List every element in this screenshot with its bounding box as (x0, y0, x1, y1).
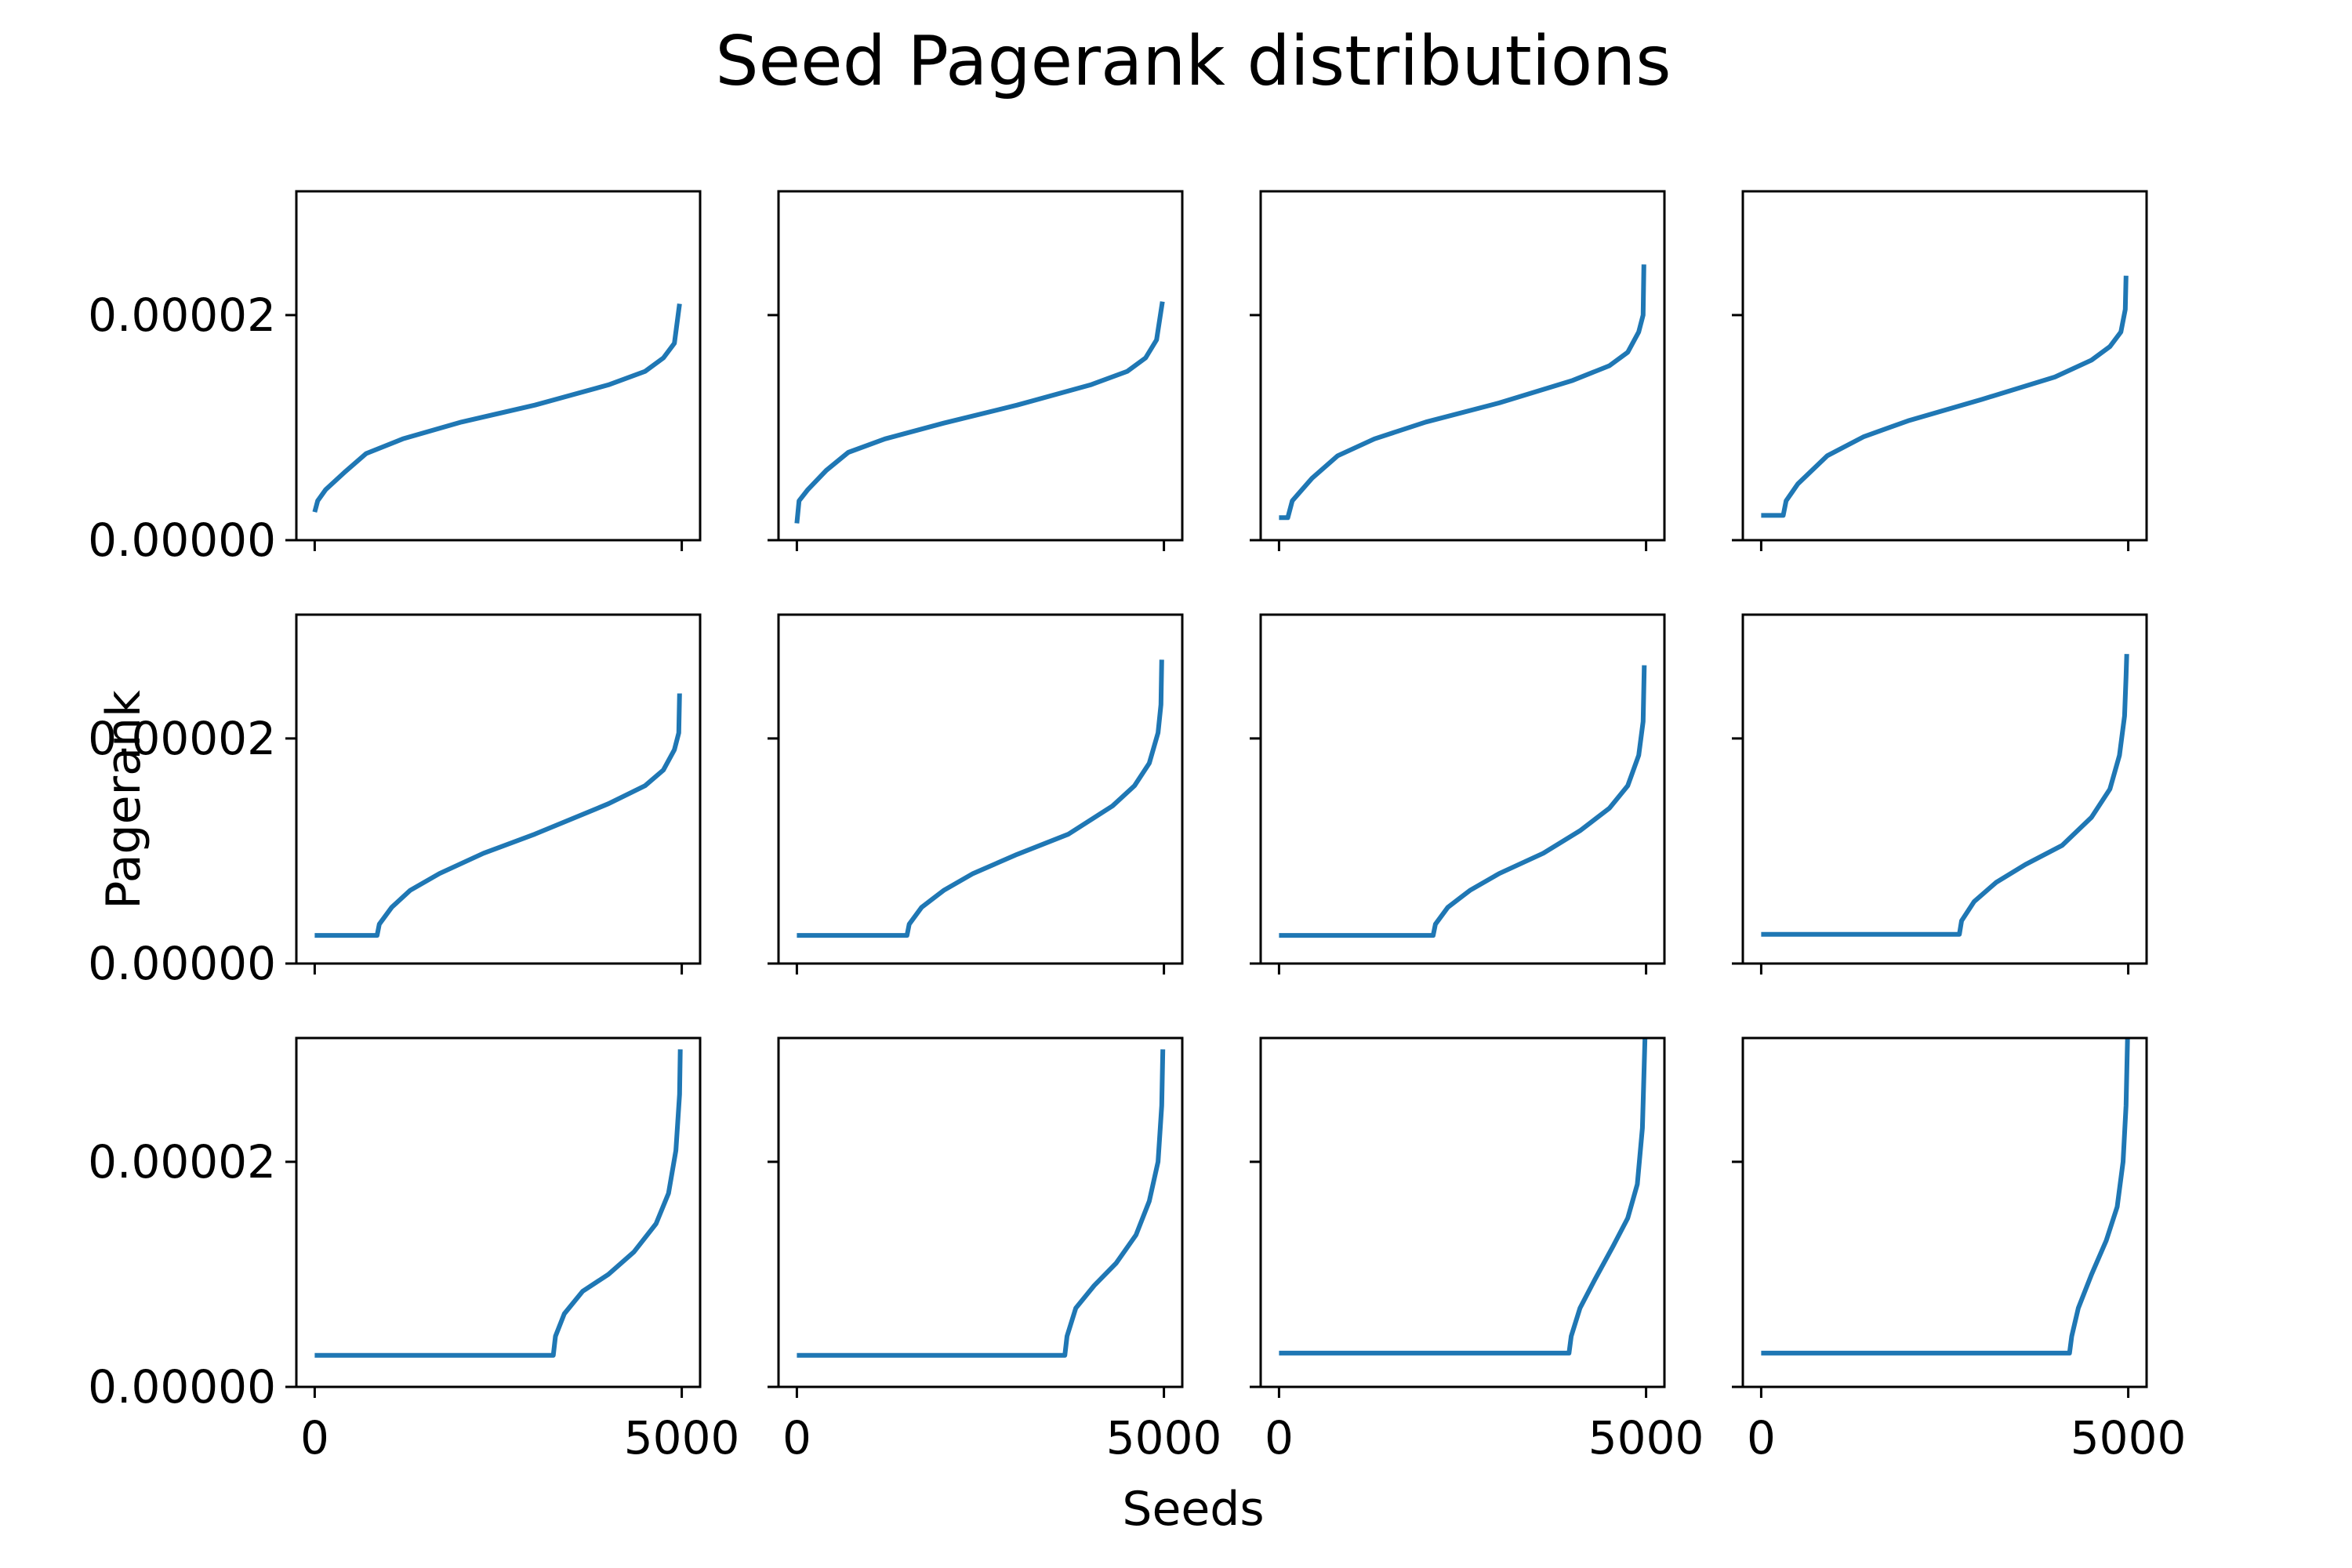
panel-4 (1732, 190, 2148, 551)
y-tick-label: 0.00002 (88, 1135, 276, 1189)
panel-2 (768, 190, 1184, 551)
plot-frame (295, 613, 702, 965)
panel-8 (1732, 613, 2148, 975)
series-line (1761, 1037, 2130, 1356)
plot-frame (1259, 190, 1666, 542)
plot-frame (777, 190, 1184, 542)
x-tick-label: 5000 (2071, 1411, 2187, 1465)
series-line (1761, 275, 2129, 518)
plot-frame (1741, 613, 2148, 965)
plot-frame (777, 1036, 1184, 1388)
panel-3 (1250, 190, 1666, 551)
series-line (797, 1049, 1166, 1358)
x-tick-label: 5000 (1588, 1411, 1704, 1465)
plot-frame (777, 613, 1184, 965)
figure-title: Seed Pagerank distributions (715, 21, 1671, 101)
x-tick-label: 0 (300, 1411, 329, 1465)
y-tick-label: 0.00000 (88, 1360, 276, 1414)
x-tick-label: 0 (782, 1411, 811, 1465)
panel-12: 0 5000 (1732, 1036, 2187, 1465)
series-line (797, 659, 1164, 938)
series-line (1279, 264, 1646, 521)
plot-frame (295, 190, 702, 542)
x-tick-label: 0 (1265, 1411, 1294, 1465)
y-tick-label: 0.00002 (88, 289, 276, 342)
x-tick-label: 5000 (1106, 1411, 1222, 1465)
series-line (314, 1049, 683, 1358)
y-axis-label: Pagerank (96, 690, 151, 909)
panel-5: 0.00000 0.00002 (88, 613, 702, 990)
x-tick-label: 5000 (624, 1411, 740, 1465)
series-line (1279, 665, 1647, 938)
plot-frame (1741, 190, 2148, 542)
y-tick-label: 0.00002 (88, 712, 276, 765)
panel-7 (1250, 613, 1666, 975)
y-tick-label: 0.00000 (88, 937, 276, 990)
series-line (794, 301, 1165, 524)
plot-frame (1259, 613, 1666, 965)
plot-frame (1741, 1036, 2148, 1388)
panel-1: 0.00000 0.00002 (88, 190, 702, 567)
panel-9: 0.00000 0.00002 0 5000 (88, 1036, 740, 1465)
panel-10: 0 5000 (768, 1036, 1222, 1465)
x-axis-label: Seeds (1122, 1482, 1264, 1537)
series-line (1761, 654, 2129, 937)
plot-frame (295, 1036, 702, 1388)
panel-grid: 0.000000.000020.000000.000020.000000.000… (88, 190, 2187, 1465)
series-line (314, 693, 682, 938)
plot-frame (1259, 1036, 1666, 1388)
panel-6 (768, 613, 1184, 975)
x-tick-label: 0 (1747, 1411, 1776, 1465)
series-line (1279, 1037, 1648, 1356)
panel-11: 0 5000 (1250, 1036, 1704, 1465)
y-tick-label: 0.00000 (88, 514, 276, 567)
series-line (312, 303, 682, 513)
